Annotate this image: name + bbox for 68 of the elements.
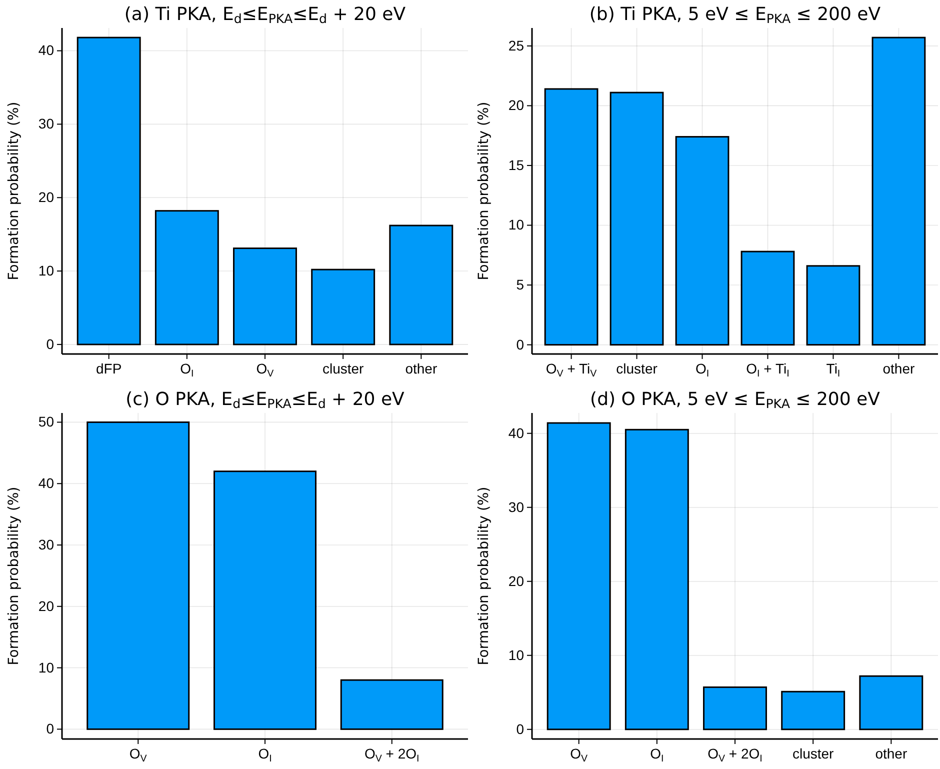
x-tick-label: O$_{I}$ + Ti$_{I}$: [746, 360, 790, 379]
x-tick-label: O$_{I}$: [180, 360, 194, 379]
y-axis-title: Formation probability (%): [476, 102, 492, 280]
bar: [544, 88, 598, 346]
x-tick-label: other: [405, 360, 438, 376]
y-tick-label: 30: [38, 116, 54, 132]
bar: [872, 36, 926, 346]
bar: [86, 421, 190, 730]
bar: [389, 224, 454, 346]
bar: [546, 422, 611, 730]
y-tick-label: 40: [38, 42, 54, 58]
x-tick-label: cluster: [616, 360, 658, 376]
y-tick-label: 20: [508, 572, 524, 589]
y-tick-label: 20: [38, 598, 54, 614]
bar: [311, 268, 376, 346]
y-tick-label: 15: [508, 156, 524, 173]
x-tick-label: other: [875, 745, 908, 762]
chart-title: (b) Ti PKA, 5 eV ≤ E$_{PKA}$ ≤ 200 eV: [589, 4, 882, 26]
bar: [154, 210, 219, 346]
y-tick-label: 50: [38, 414, 54, 430]
chart-title: (d) O PKA, 5 eV ≤ E$_{PKA}$ ≤ 200 eV: [590, 389, 881, 412]
x-tick-label: O$_{I}$: [650, 745, 664, 764]
y-tick-label: 0: [46, 720, 54, 737]
bar: [233, 248, 297, 346]
y-tick-label: 30: [38, 536, 54, 552]
y-tick-label: 10: [508, 216, 524, 233]
bar: [740, 250, 795, 346]
bar: [703, 686, 767, 730]
y-tick-label: 40: [38, 475, 54, 492]
chart-title: (c) O PKA, E$_{d}$≤E$_{PKA}$≤E$_{d}$ + 20 eV: [126, 389, 406, 412]
x-tick-label: O$_{V}$ + 2O$_{I}$: [364, 745, 420, 764]
x-tick-label: Ti$_{I}$: [826, 360, 840, 379]
y-axis-title: Formation probability (%): [6, 102, 22, 280]
x-tick-label: cluster: [792, 745, 834, 762]
y-tick-label: 5: [516, 276, 524, 292]
x-tick-label: cluster: [322, 360, 364, 376]
y-tick-label: 10: [508, 646, 524, 663]
bar: [610, 92, 664, 346]
y-tick-label: 25: [508, 37, 524, 54]
y-tick-label: 40: [508, 424, 524, 441]
y-tick-label: 20: [38, 189, 54, 206]
bar: [76, 36, 141, 346]
y-axis-title: Formation probability (%): [476, 486, 492, 666]
bar: [781, 690, 846, 730]
bar: [214, 470, 316, 730]
chart-title: (a) Ti PKA, E$_{d}$≤E$_{PKA}$≤E$_{d}$ + 20 eV: [124, 4, 406, 26]
bar: [806, 265, 860, 346]
x-tick-label: other: [882, 360, 915, 376]
x-tick-label: O$_{V}$ + 2O$_{I}$: [708, 745, 762, 764]
y-axis-title: Formation probability (%): [6, 486, 22, 666]
x-tick-label: O$_{V}$: [570, 745, 588, 764]
x-tick-label: O$_{I}$: [258, 745, 272, 764]
bar: [340, 679, 444, 730]
bar: [624, 428, 689, 730]
x-tick-label: O$_{V}$: [129, 745, 148, 764]
y-tick-label: 0: [46, 336, 54, 352]
y-tick-label: 0: [516, 336, 524, 352]
x-tick-label: O$_{V}$: [256, 360, 274, 379]
y-tick-label: 30: [508, 498, 524, 515]
x-tick-label: O$_{V}$ + Ti$_{V}$: [546, 360, 598, 379]
y-tick-label: 10: [38, 262, 54, 279]
y-tick-label: 0: [516, 720, 524, 737]
bar: [859, 675, 924, 730]
x-tick-label: dFP: [96, 360, 122, 376]
y-tick-label: 10: [38, 659, 54, 676]
y-tick-label: 20: [508, 97, 524, 114]
x-tick-label: O$_{I}$: [695, 360, 710, 379]
bar: [675, 136, 730, 346]
